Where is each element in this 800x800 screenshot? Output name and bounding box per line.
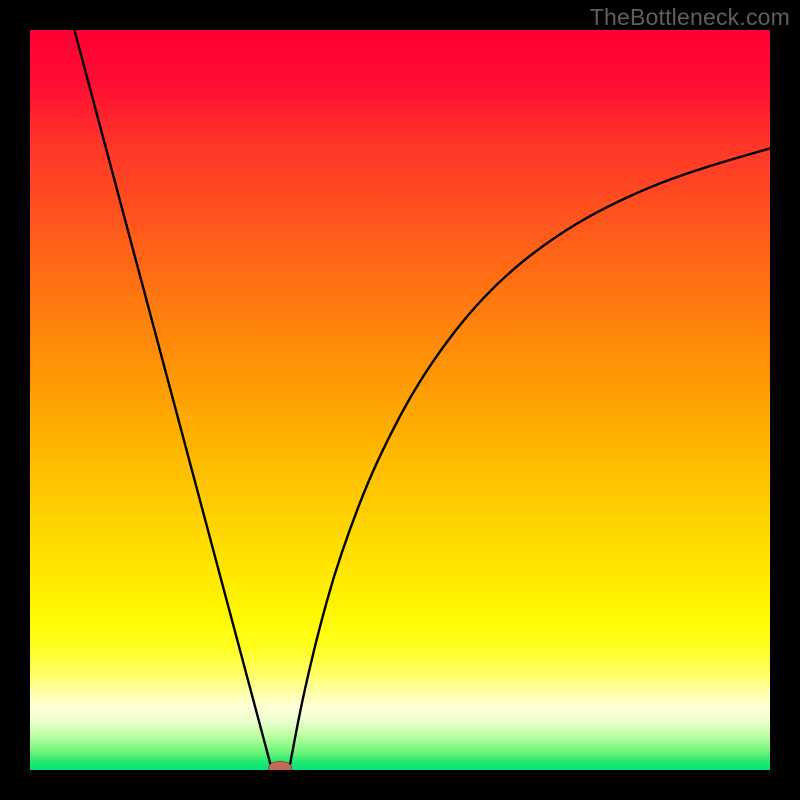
bottleneck-chart — [0, 0, 800, 800]
chart-container: TheBottleneck.com — [0, 0, 800, 800]
plot-area — [30, 30, 770, 770]
watermark-text: TheBottleneck.com — [590, 4, 790, 31]
